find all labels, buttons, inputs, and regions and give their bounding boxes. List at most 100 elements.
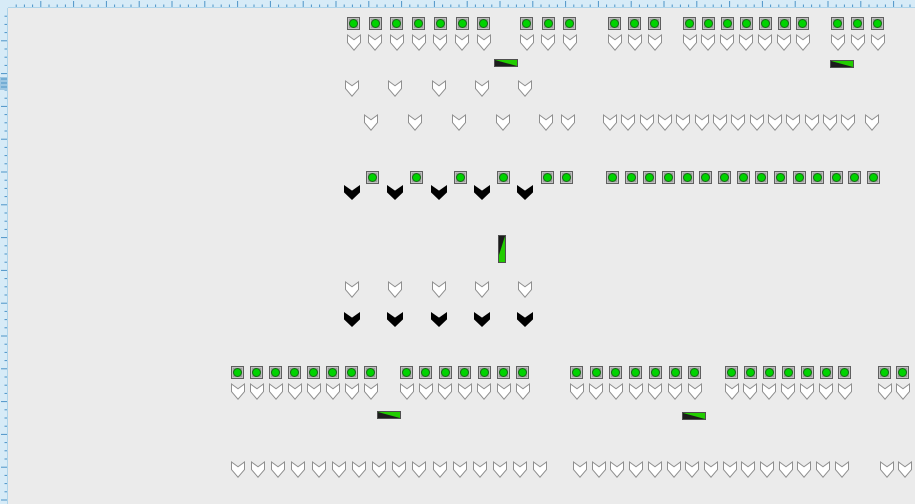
- chevron-down-outline[interactable]: [496, 383, 511, 400]
- ramp-indicator-horizontal[interactable]: [377, 411, 401, 419]
- chevron-down-outline[interactable]: [474, 281, 489, 298]
- chevron-down-outline[interactable]: [472, 461, 487, 478]
- chevron-down-outline[interactable]: [749, 114, 764, 131]
- chevron-down-outline[interactable]: [344, 383, 359, 400]
- indicator-light[interactable]: [831, 17, 844, 30]
- chevron-down-filled[interactable]: [517, 312, 534, 327]
- indicator-light[interactable]: [269, 366, 282, 379]
- indicator-light[interactable]: [390, 17, 404, 30]
- chevron-down-outline[interactable]: [515, 383, 530, 400]
- chevron-down-filled[interactable]: [430, 185, 447, 200]
- chevron-down-outline[interactable]: [822, 114, 837, 131]
- indicator-light[interactable]: [412, 17, 426, 30]
- chevron-down-outline[interactable]: [676, 114, 691, 131]
- chevron-down-outline[interactable]: [388, 281, 403, 298]
- indicator-light[interactable]: [497, 171, 511, 184]
- chevron-down-outline[interactable]: [268, 383, 283, 400]
- indicator-light[interactable]: [896, 366, 909, 379]
- chevron-down-filled[interactable]: [344, 312, 360, 327]
- indicator-light[interactable]: [250, 366, 263, 379]
- indicator-light[interactable]: [570, 366, 583, 379]
- chevron-down-outline[interactable]: [345, 281, 359, 298]
- indicator-light[interactable]: [848, 171, 862, 184]
- chevron-down-outline[interactable]: [539, 114, 553, 131]
- chevron-down-outline[interactable]: [331, 461, 346, 478]
- indicator-light[interactable]: [800, 366, 814, 379]
- indicator-light[interactable]: [477, 366, 491, 379]
- chevron-down-filled[interactable]: [387, 185, 404, 200]
- indicator-light[interactable]: [661, 171, 675, 184]
- chevron-down-outline[interactable]: [666, 461, 681, 478]
- indicator-light[interactable]: [781, 366, 795, 379]
- indicator-light[interactable]: [520, 17, 533, 30]
- chevron-down-outline[interactable]: [519, 34, 534, 51]
- chevron-down-outline[interactable]: [739, 34, 754, 51]
- chevron-down-outline[interactable]: [837, 383, 852, 400]
- chevron-down-outline[interactable]: [712, 114, 727, 131]
- chevron-down-outline[interactable]: [291, 461, 306, 478]
- indicator-light[interactable]: [288, 366, 301, 379]
- chevron-down-outline[interactable]: [841, 114, 856, 131]
- indicator-light[interactable]: [755, 171, 769, 184]
- indicator-light[interactable]: [307, 366, 320, 379]
- chevron-down-outline[interactable]: [777, 34, 791, 51]
- chevron-down-outline[interactable]: [797, 461, 812, 478]
- chevron-down-outline[interactable]: [325, 383, 340, 400]
- chevron-down-outline[interactable]: [741, 461, 756, 478]
- indicator-light[interactable]: [811, 171, 825, 184]
- chevron-down-outline[interactable]: [603, 114, 617, 131]
- chevron-down-outline[interactable]: [760, 461, 774, 478]
- indicator-light[interactable]: [739, 17, 753, 30]
- indicator-light[interactable]: [563, 17, 577, 30]
- chevron-down-outline[interactable]: [432, 461, 447, 478]
- indicator-light[interactable]: [231, 366, 244, 379]
- indicator-light[interactable]: [368, 17, 382, 30]
- chevron-down-outline[interactable]: [850, 34, 865, 51]
- chevron-down-outline[interactable]: [627, 34, 642, 51]
- chevron-down-outline[interactable]: [628, 383, 643, 400]
- chevron-down-outline[interactable]: [345, 80, 359, 97]
- chevron-down-outline[interactable]: [647, 461, 662, 478]
- chevron-down-outline[interactable]: [722, 461, 737, 478]
- indicator-light[interactable]: [736, 171, 750, 184]
- chevron-down-outline[interactable]: [431, 281, 446, 298]
- chevron-down-outline[interactable]: [287, 383, 302, 400]
- chevron-down-outline[interactable]: [392, 461, 407, 478]
- chevron-down-outline[interactable]: [306, 383, 321, 400]
- indicator-light[interactable]: [453, 171, 467, 184]
- chevron-down-outline[interactable]: [351, 461, 366, 478]
- indicator-light[interactable]: [725, 366, 738, 379]
- chevron-down-outline[interactable]: [731, 114, 746, 131]
- chevron-down-outline[interactable]: [657, 114, 672, 131]
- chevron-down-outline[interactable]: [573, 461, 587, 478]
- indicator-light[interactable]: [477, 17, 491, 30]
- chevron-down-outline[interactable]: [418, 383, 433, 400]
- indicator-light[interactable]: [871, 17, 884, 30]
- chevron-down-outline[interactable]: [795, 34, 810, 51]
- ramp-indicator-horizontal[interactable]: [830, 60, 854, 68]
- chevron-down-outline[interactable]: [880, 461, 894, 478]
- chevron-down-outline[interactable]: [781, 383, 796, 400]
- indicator-light[interactable]: [792, 171, 806, 184]
- chevron-down-outline[interactable]: [346, 34, 361, 51]
- chevron-down-outline[interactable]: [364, 114, 378, 131]
- chevron-down-outline[interactable]: [687, 383, 702, 400]
- chevron-down-outline[interactable]: [589, 383, 604, 400]
- chevron-down-outline[interactable]: [311, 461, 326, 478]
- indicator-light[interactable]: [628, 17, 641, 30]
- chevron-down-filled[interactable]: [517, 185, 534, 200]
- chevron-down-filled[interactable]: [344, 185, 360, 200]
- indicator-light[interactable]: [608, 17, 621, 30]
- indicator-light[interactable]: [720, 17, 734, 30]
- chevron-down-outline[interactable]: [685, 461, 700, 478]
- chevron-down-outline[interactable]: [533, 461, 548, 478]
- chevron-down-filled[interactable]: [473, 185, 490, 200]
- chevron-down-outline[interactable]: [621, 114, 636, 131]
- indicator-light[interactable]: [773, 171, 787, 184]
- chevron-down-outline[interactable]: [492, 461, 507, 478]
- chevron-down-outline[interactable]: [399, 383, 414, 400]
- chevron-down-outline[interactable]: [231, 461, 245, 478]
- chevron-down-outline[interactable]: [648, 383, 663, 400]
- chevron-down-outline[interactable]: [476, 34, 491, 51]
